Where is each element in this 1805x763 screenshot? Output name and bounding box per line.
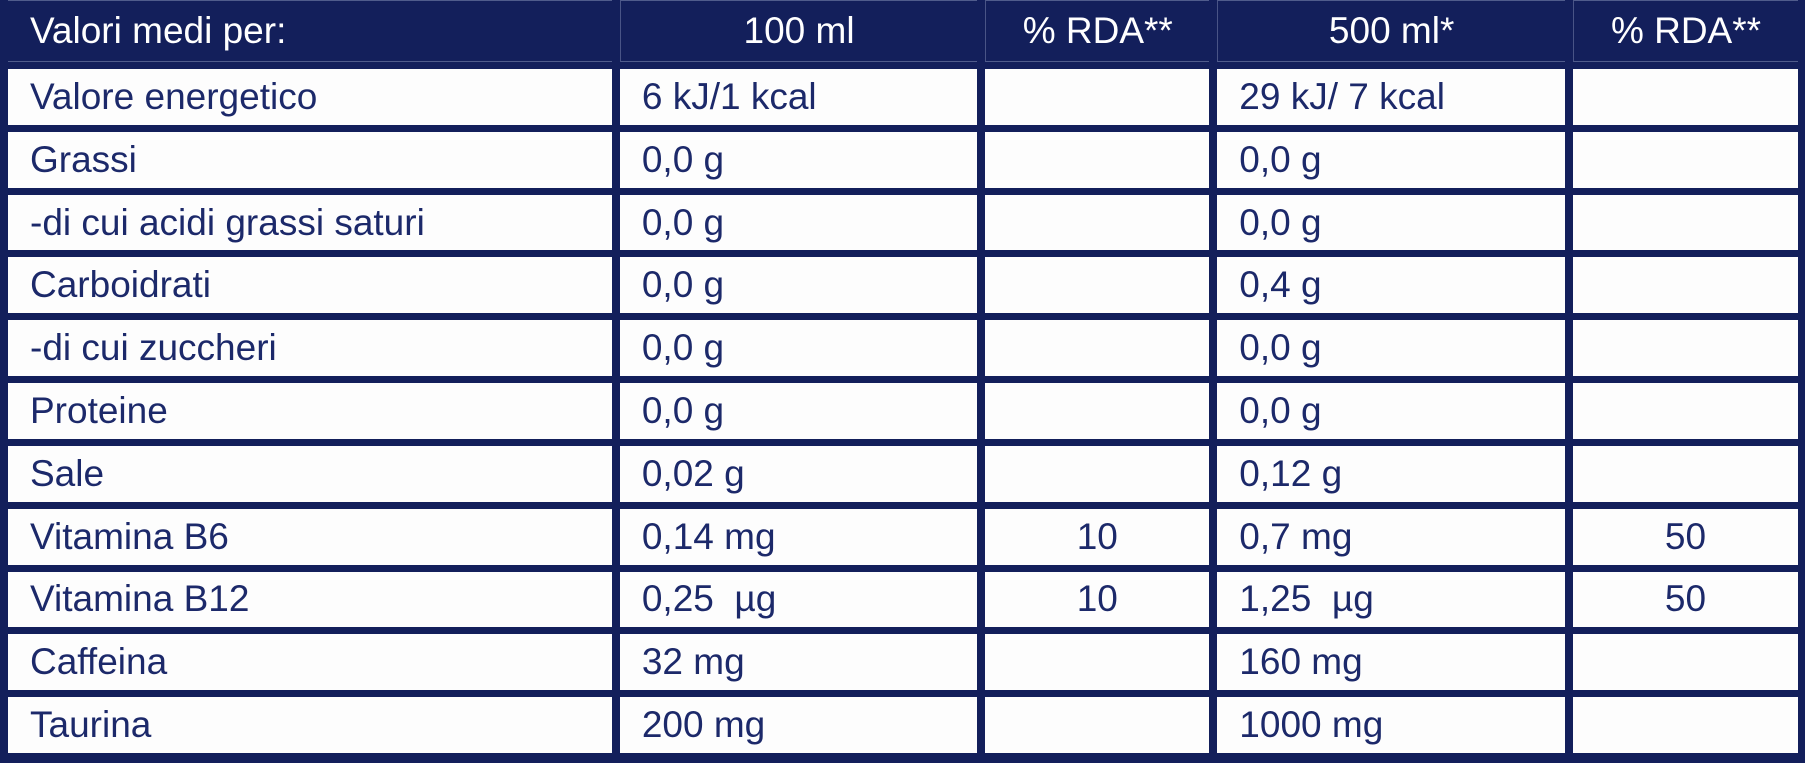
- rda-500ml-cell: 50: [1573, 508, 1798, 565]
- nutrient-label-cell: Vitamina B12: [8, 571, 612, 628]
- rda-500ml-cell: [1573, 194, 1798, 251]
- value-500ml-cell: 1000 mg: [1217, 697, 1565, 753]
- rda-500ml-cell: [1573, 634, 1798, 691]
- value-100ml-cell: 0,14 mg: [619, 508, 978, 565]
- nutrient-label-cell: -di cui zuccheri: [8, 320, 612, 377]
- nutrient-label-cell: Taurina: [8, 697, 612, 753]
- value-500ml-cell: 1,25 µg: [1217, 571, 1565, 628]
- value-100ml-cell: 0,0 g: [619, 257, 978, 314]
- header-500ml: 500 ml*: [1217, 0, 1565, 62]
- rda-100ml-cell: 10: [985, 571, 1210, 628]
- value-500ml-cell: 160 mg: [1217, 634, 1565, 691]
- rda-100ml-cell: [985, 320, 1210, 377]
- value-100ml-cell: 32 mg: [619, 634, 978, 691]
- header-rda-100ml: % RDA**: [985, 0, 1210, 62]
- rda-500ml-cell: [1573, 445, 1798, 502]
- value-100ml-cell: 0,0 g: [619, 320, 978, 377]
- value-100ml-cell: 6 kJ/1 kcal: [619, 69, 978, 125]
- rda-100ml-cell: [985, 69, 1210, 125]
- header-valori-medi-per: Valori medi per:: [8, 0, 612, 62]
- rda-500ml-cell: [1573, 257, 1798, 314]
- value-500ml-cell: 0,7 mg: [1217, 508, 1565, 565]
- value-100ml-cell: 0,25 µg: [619, 571, 978, 628]
- rda-100ml-cell: [985, 445, 1210, 502]
- header-100ml: 100 ml: [619, 0, 978, 62]
- value-500ml-cell: 0,12 g: [1217, 445, 1565, 502]
- value-100ml-cell: 0,02 g: [619, 445, 978, 502]
- nutrient-label-cell: Sale: [8, 445, 612, 502]
- rda-100ml-cell: [985, 383, 1210, 439]
- nutrient-label-cell: Carboidrati: [8, 257, 612, 314]
- header-rda-500ml: % RDA**: [1573, 0, 1798, 62]
- value-500ml-cell: 0,0 g: [1217, 383, 1565, 439]
- rda-500ml-cell: 50: [1573, 571, 1798, 628]
- rda-100ml-cell: 10: [985, 508, 1210, 565]
- rda-500ml-cell: [1573, 131, 1798, 188]
- rda-100ml-cell: [985, 257, 1210, 314]
- nutrient-label-cell: -di cui acidi grassi saturi: [8, 194, 612, 251]
- value-100ml-cell: 0,0 g: [619, 194, 978, 251]
- rda-500ml-cell: [1573, 320, 1798, 377]
- rda-500ml-cell: [1573, 697, 1798, 753]
- value-500ml-cell: 0,0 g: [1217, 194, 1565, 251]
- nutrient-label-cell: Caffeina: [8, 634, 612, 691]
- rda-100ml-cell: [985, 634, 1210, 691]
- value-500ml-cell: 29 kJ/ 7 kcal: [1217, 69, 1565, 125]
- value-500ml-cell: 0,0 g: [1217, 320, 1565, 377]
- nutrient-label-cell: Grassi: [8, 131, 612, 188]
- rda-100ml-cell: [985, 697, 1210, 753]
- value-100ml-cell: 0,0 g: [619, 383, 978, 439]
- nutrient-label-cell: Vitamina B6: [8, 508, 612, 565]
- value-500ml-cell: 0,0 g: [1217, 131, 1565, 188]
- nutrient-label-cell: Proteine: [8, 383, 612, 439]
- nutrient-label-cell: Valore energetico: [8, 69, 612, 125]
- rda-100ml-cell: [985, 194, 1210, 251]
- value-100ml-cell: 200 mg: [619, 697, 978, 753]
- value-500ml-cell: 0,4 g: [1217, 257, 1565, 314]
- rda-500ml-cell: [1573, 383, 1798, 439]
- value-100ml-cell: 0,0 g: [619, 131, 978, 188]
- rda-100ml-cell: [985, 131, 1210, 188]
- rda-500ml-cell: [1573, 69, 1798, 125]
